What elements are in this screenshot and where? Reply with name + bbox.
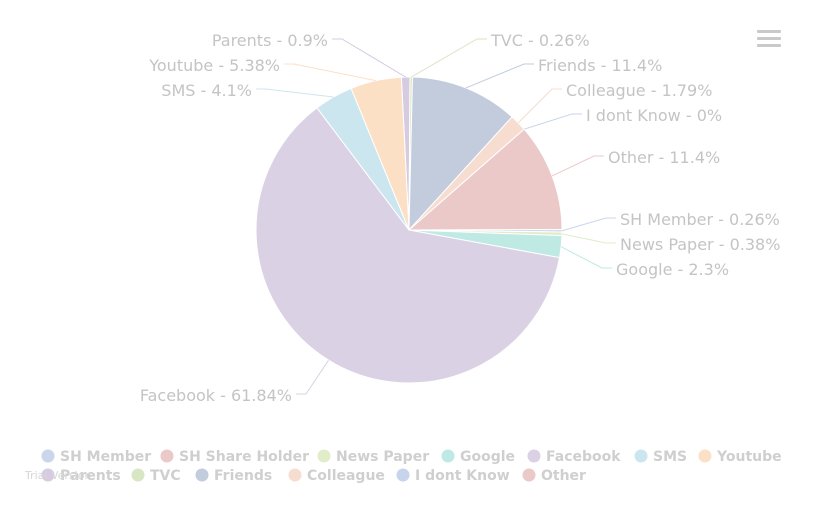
- legend-marker: [41, 468, 55, 482]
- data-label-facebook: Facebook - 61.84%: [140, 386, 292, 405]
- legend-item-youtube[interactable]: Youtube: [698, 449, 782, 465]
- legend-label: Friends: [214, 468, 272, 484]
- legend-marker: [527, 449, 541, 463]
- trial-watermark: Trial Version: [25, 469, 92, 482]
- leader-line-colleague: [517, 88, 562, 124]
- legend-label: SH Member: [60, 449, 151, 465]
- pie-slices: [255, 76, 563, 384]
- data-label-parents: Parents - 0.9%: [212, 31, 328, 50]
- legend-label: Youtube: [716, 449, 782, 465]
- legend-item-parents[interactable]: Parents: [41, 468, 121, 484]
- data-label-google: Google - 2.3%: [616, 260, 729, 279]
- legend-label: Other: [541, 468, 586, 484]
- data-label-youtube: Youtube - 5.38%: [148, 56, 280, 75]
- data-labels: Parents - 0.9% TVC - 0.26% Friends - 11.4%…: [140, 31, 781, 405]
- leader-line-i-dont-know: [523, 113, 582, 130]
- data-label-i-dont-know: I dont Know - 0%: [586, 106, 722, 125]
- legend-label: SMS: [653, 449, 687, 465]
- data-label-friends: Friends - 11.4%: [538, 56, 662, 75]
- legend-label: SH Share Holder: [179, 449, 309, 465]
- data-label-colleague: Colleague - 1.79%: [566, 81, 712, 100]
- leader-line-news-paper: [561, 233, 616, 244]
- data-label-sms: SMS - 4.1%: [161, 81, 252, 100]
- legend-label: Colleague: [307, 468, 385, 484]
- legend-marker: [195, 468, 209, 482]
- legend-marker: [634, 449, 648, 463]
- leader-line-tvc: [411, 38, 487, 78]
- leader-lines: [256, 38, 616, 395]
- legend-item-google[interactable]: Google: [441, 449, 516, 465]
- legend-item-other[interactable]: Other: [522, 468, 587, 484]
- leader-line-friends: [465, 63, 534, 89]
- legend-label: Facebook: [546, 449, 621, 465]
- legend-marker: [441, 449, 455, 463]
- legend-item-i-dont-know[interactable]: I dont Know: [396, 468, 510, 484]
- data-label-sh-member: SH Member - 0.26%: [620, 210, 780, 229]
- legend-marker: [160, 449, 174, 463]
- legend-item-colleague[interactable]: Colleague: [288, 468, 385, 484]
- legend-item-sms[interactable]: SMS: [634, 449, 688, 465]
- data-label-news-paper: News Paper - 0.38%: [620, 235, 780, 254]
- legend-label: I dont Know: [415, 468, 510, 484]
- legend-marker: [522, 468, 536, 482]
- legend-marker: [288, 468, 302, 482]
- data-label-tvc: TVC - 0.26%: [490, 31, 590, 50]
- legend-item-news-paper[interactable]: News Paper: [317, 449, 430, 465]
- leader-line-sms: [256, 88, 334, 98]
- legend-label: Google: [460, 449, 515, 465]
- legend-label: Parents: [60, 468, 121, 484]
- leader-line-facebook: [296, 359, 329, 395]
- legend-marker: [41, 449, 55, 463]
- legend-marker: [698, 449, 712, 463]
- legend-item-friends[interactable]: Friends: [195, 468, 273, 484]
- leader-line-parents: [332, 38, 406, 78]
- legend-label: TVC: [150, 468, 181, 484]
- legend-item-sh-share-holder[interactable]: SH Share Holder: [160, 449, 310, 465]
- leader-line-other: [551, 155, 604, 177]
- pie-slice-friends[interactable]: [408, 76, 513, 232]
- legend-marker: [131, 468, 145, 482]
- data-label-other: Other - 11.4%: [608, 148, 720, 167]
- legend-item-sh-member[interactable]: SH Member: [41, 449, 152, 465]
- legend: SH Member SH Share Holder News Paper Google…: [41, 449, 782, 484]
- leader-line-sh-member: [561, 217, 616, 232]
- legend-label: News Paper: [336, 449, 429, 465]
- hamburger-menu-icon[interactable]: [757, 30, 781, 52]
- leader-line-youtube: [284, 63, 376, 82]
- legend-marker: [396, 468, 410, 482]
- leader-line-google: [560, 246, 612, 269]
- legend-item-tvc[interactable]: TVC: [131, 468, 181, 484]
- pie-slice-other[interactable]: [407, 128, 563, 231]
- legend-item-facebook[interactable]: Facebook: [527, 449, 622, 465]
- legend-marker: [317, 449, 331, 463]
